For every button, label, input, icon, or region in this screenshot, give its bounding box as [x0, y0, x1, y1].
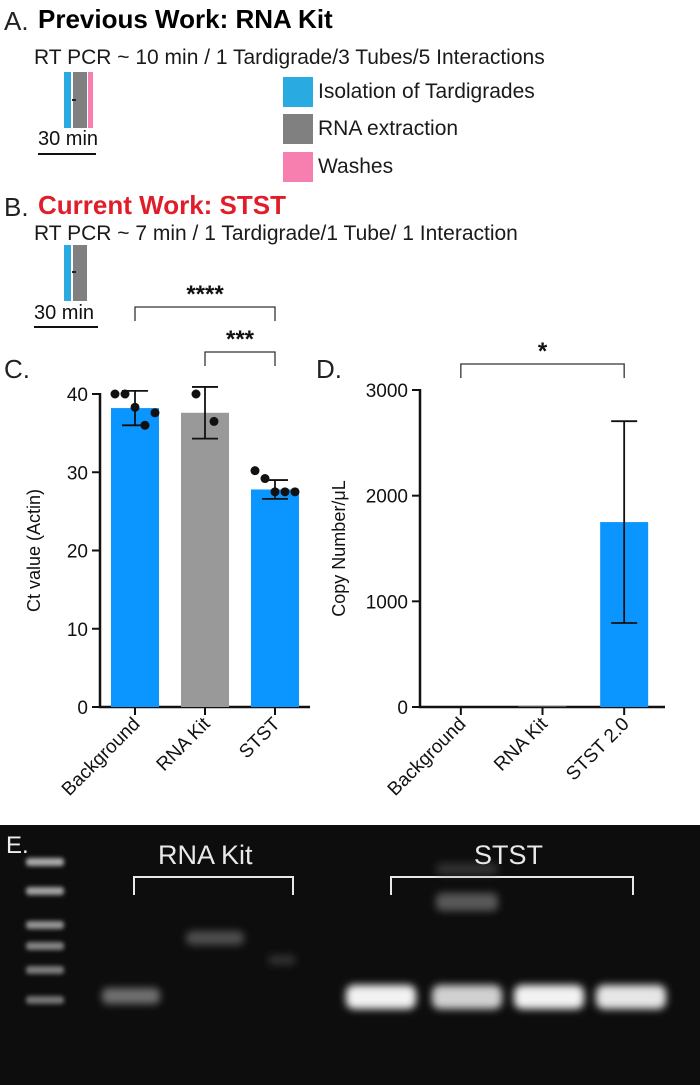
panel-a-heading: Previous Work: RNA Kit	[38, 4, 333, 34]
bar-rna-kit	[181, 412, 229, 707]
x-tick-label: Background	[384, 714, 471, 801]
timeline-extraction-segment	[73, 245, 87, 301]
gel-image	[0, 825, 700, 1085]
data-point	[280, 487, 290, 497]
timeline-tick	[72, 271, 76, 273]
data-point	[270, 487, 280, 497]
data-point	[130, 402, 140, 412]
data-point	[150, 408, 160, 418]
panel-b-scale-label: 30 min	[34, 302, 95, 324]
panel-b-scale-bar	[34, 326, 98, 328]
significance-bracket	[134, 306, 276, 321]
gel-band	[436, 893, 498, 911]
gel-band	[346, 985, 416, 1009]
data-point	[290, 487, 300, 497]
legend-extraction-label: RNA extraction	[318, 117, 459, 140]
gel-band	[436, 863, 498, 875]
timeline-tick	[72, 99, 76, 101]
y-tick-label: 40	[67, 385, 88, 406]
panel-b-rt-line: RT PCR ~ 7 min / 1 Tardigrade/1 Tube/ 1 …	[34, 222, 518, 245]
legend-washes-swatch	[283, 152, 313, 182]
y-tick-label: 0	[77, 698, 88, 719]
x-tick-label: RNA Kit	[490, 713, 552, 775]
legend-extraction-swatch	[283, 114, 313, 144]
panel-b-timeline	[64, 245, 90, 301]
y-tick-label: 0	[397, 698, 408, 719]
y-axis-label: Copy Number/μL	[329, 480, 349, 616]
ladder-band	[26, 858, 64, 866]
panel-d-letter: D.	[316, 354, 342, 384]
ladder-band	[26, 942, 64, 950]
data-point	[260, 474, 270, 484]
bar-background	[111, 408, 159, 707]
y-tick-label: 30	[67, 463, 88, 484]
legend-isolation-label: Isolation of Tardigrades	[318, 80, 535, 103]
bar-rna-kit	[518, 706, 567, 707]
gel-band	[268, 955, 296, 965]
panel-a-rt-line: RT PCR ~ 10 min / 1 Tardigrade/3 Tubes/5…	[34, 46, 545, 69]
timeline-isolation-segment	[64, 72, 71, 128]
panel-a-scale-bar	[38, 153, 96, 155]
data-point	[250, 466, 260, 476]
bar-stst	[251, 489, 299, 707]
data-point	[110, 389, 120, 399]
panel-e-letter: E.	[6, 832, 29, 859]
gel-bracket-stst	[390, 876, 634, 895]
legend-washes-label: Washes	[318, 155, 394, 178]
timeline-wash-segment	[88, 72, 93, 128]
data-point	[209, 416, 219, 426]
timeline-isolation-segment	[64, 245, 71, 301]
y-tick-label: 10	[67, 620, 88, 641]
y-tick-label: 3000	[366, 381, 408, 402]
panel-a-letter: A.	[4, 6, 29, 36]
y-axis-label: Ct value (Actin)	[24, 489, 44, 612]
significance-label: *	[538, 338, 548, 365]
gel-band	[432, 985, 502, 1009]
significance-bracket	[204, 351, 276, 366]
gel-bands	[26, 858, 666, 1009]
x-tick-label: STST 2.0	[562, 714, 633, 785]
data-point	[120, 389, 130, 399]
panel-a-scale-label: 30 min	[38, 128, 99, 150]
data-point	[140, 420, 150, 430]
ladder-band	[26, 996, 64, 1004]
ladder-band	[26, 887, 64, 895]
significance-bracket	[460, 363, 625, 378]
significance-label: ****	[186, 281, 224, 308]
gel-band	[596, 985, 666, 1009]
gel-label-stst: STST	[474, 840, 544, 870]
data-point	[191, 389, 201, 399]
panel-c-letter: C.	[4, 354, 30, 384]
timeline-extraction-segment	[73, 72, 87, 128]
y-tick-label: 20	[67, 542, 88, 563]
panel-b-letter: B.	[4, 192, 29, 222]
gel-band	[102, 988, 160, 1004]
gel-band	[186, 931, 244, 945]
ladder-band	[26, 966, 64, 974]
panel-a-timeline	[64, 72, 96, 128]
gel-bracket-rna-kit	[133, 876, 294, 895]
y-tick-label: 1000	[366, 592, 408, 613]
significance-label: ***	[226, 326, 255, 353]
ladder-band	[26, 921, 64, 929]
y-tick-label: 2000	[366, 487, 408, 508]
legend-isolation-swatch	[283, 77, 313, 107]
panel-b-heading: Current Work: STST	[38, 190, 286, 220]
gel-band	[514, 985, 584, 1009]
gel-label-rna-kit: RNA Kit	[158, 840, 253, 870]
